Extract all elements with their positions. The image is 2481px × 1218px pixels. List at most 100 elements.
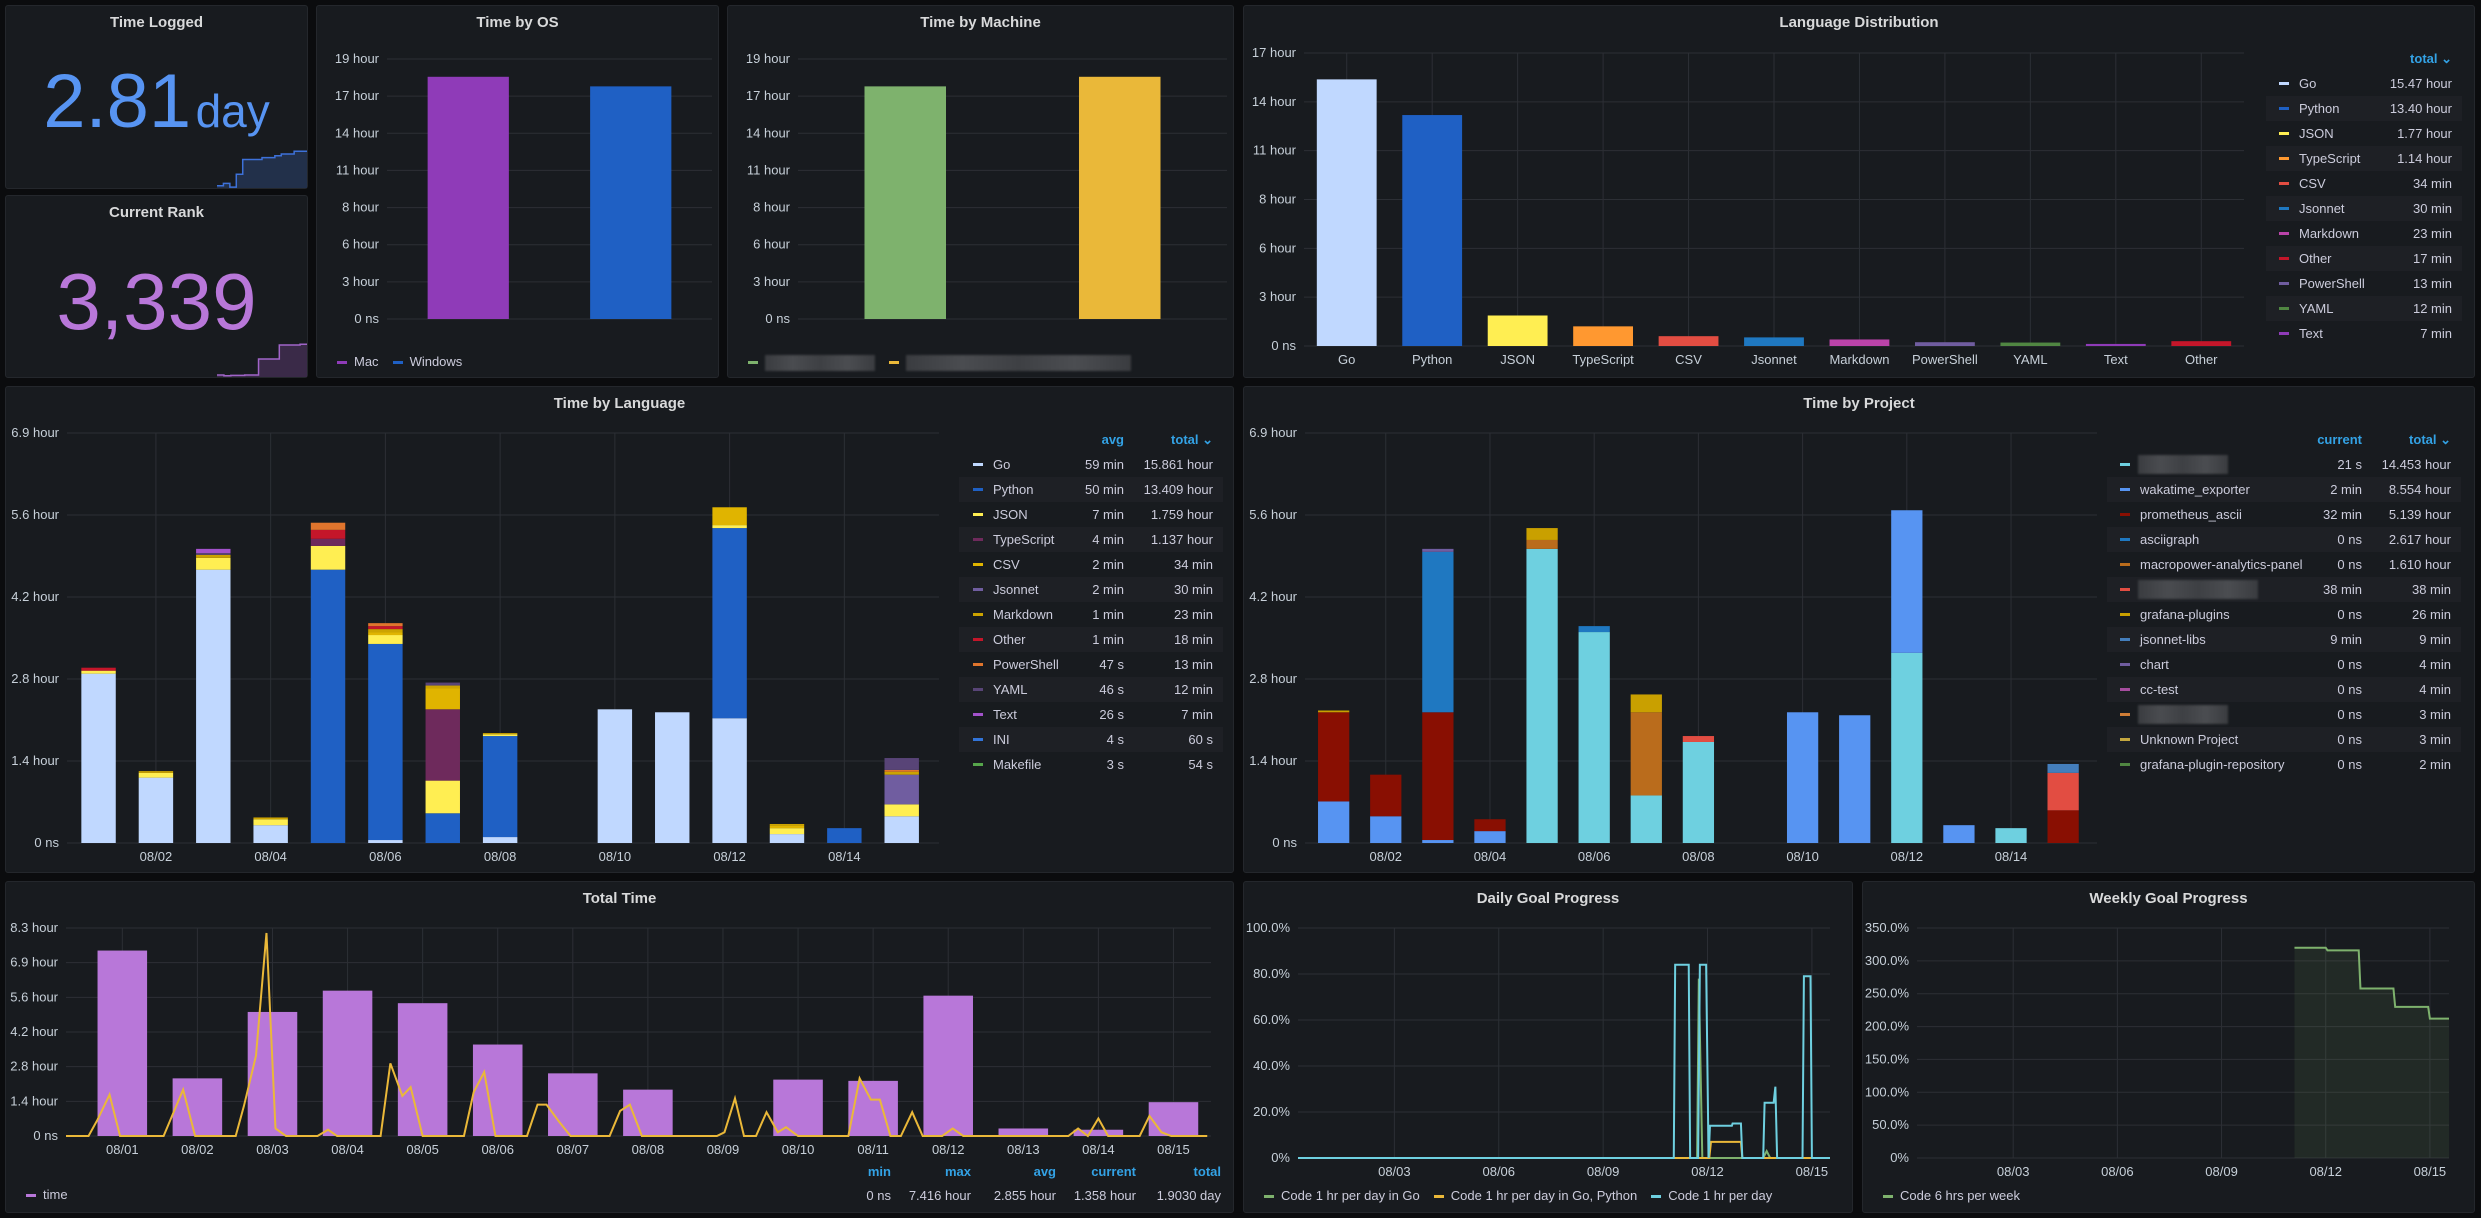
bar-segment[interactable]: [196, 569, 231, 843]
legend-row[interactable]: PowerShell 47 s 13 min: [959, 652, 1223, 677]
bar[interactable]: [322, 990, 373, 1136]
bar-segment[interactable]: [712, 507, 747, 526]
bar-segment[interactable]: [138, 777, 174, 843]
bar-segment[interactable]: [712, 718, 747, 843]
bar-segment[interactable]: [482, 733, 518, 735]
bar-segment[interactable]: [597, 709, 633, 843]
bar-segment[interactable]: [1474, 819, 1506, 832]
bar-segment[interactable]: [368, 643, 403, 841]
legend-row[interactable]: Makefile 3 s 54 s: [959, 752, 1223, 777]
bar[interactable]: [1148, 1102, 1199, 1136]
bar-segment[interactable]: [310, 529, 346, 539]
legend-row[interactable]: 21 s 14.453 hour: [2107, 452, 2461, 477]
bar-segment[interactable]: [1943, 825, 1975, 843]
legend-item-windows[interactable]: Windows: [392, 354, 462, 369]
bar-segment[interactable]: [368, 635, 403, 644]
bar-segment[interactable]: [425, 685, 460, 689]
bar-segment[interactable]: [253, 817, 288, 820]
legend-row[interactable]: Other 17 min: [2266, 246, 2462, 271]
bar[interactable]: [1316, 79, 1377, 347]
bar-segment[interactable]: [712, 525, 747, 529]
legend-row[interactable]: Go 59 min 15.861 hour: [959, 452, 1223, 477]
stat-header-current[interactable]: current: [1091, 1164, 1136, 1179]
legend-row[interactable]: wakatime_exporter 2 min 8.554 hour: [2107, 477, 2461, 502]
bar-segment[interactable]: [1839, 715, 1871, 843]
bar-segment[interactable]: [1370, 816, 1402, 843]
bar-segment[interactable]: [1370, 774, 1402, 817]
bar-segment[interactable]: [368, 623, 403, 627]
bar-segment[interactable]: [1318, 712, 1350, 802]
bar-segment[interactable]: [196, 557, 231, 570]
bar-segment[interactable]: [1578, 626, 1610, 633]
stat-header-min[interactable]: min: [867, 1164, 891, 1179]
bar[interactable]: [1402, 115, 1463, 346]
stat-header-max[interactable]: max: [944, 1164, 971, 1179]
bar-segment[interactable]: [769, 825, 805, 829]
legend-row[interactable]: grafana-plugins 0 ns 26 min: [2107, 602, 2461, 627]
bar-segment[interactable]: [1578, 632, 1610, 843]
bar-segment[interactable]: [1526, 548, 1558, 843]
legend-item[interactable]: Code 1 hr per day in Go, Python: [1433, 1188, 1637, 1203]
bar-segment[interactable]: [425, 682, 460, 686]
legend-row[interactable]: prometheus_ascii 32 min 5.139 hour: [2107, 502, 2461, 527]
bar-segment[interactable]: [884, 816, 919, 843]
legend-row[interactable]: Jsonnet 2 min 30 min: [959, 577, 1223, 602]
legend-row[interactable]: Text 7 min: [2266, 321, 2462, 346]
series-line[interactable]: [1298, 1140, 1830, 1159]
bar[interactable]: [923, 995, 973, 1136]
legend-row[interactable]: Go 15.47 hour: [2266, 71, 2462, 96]
bar[interactable]: [1487, 315, 1548, 346]
bar-segment[interactable]: [1995, 828, 2027, 843]
series-line[interactable]: [2294, 946, 2449, 1020]
bar-segment[interactable]: [1526, 528, 1558, 540]
bar-segment[interactable]: [655, 712, 690, 843]
series-line[interactable]: [66, 932, 1208, 1138]
bar[interactable]: [590, 86, 672, 319]
legend-row[interactable]: CSV 2 min 34 min: [959, 552, 1223, 577]
legend-row[interactable]: JSON 7 min 1.759 hour: [959, 502, 1223, 527]
bar-segment[interactable]: [884, 774, 919, 805]
bar[interactable]: [1829, 339, 1890, 346]
bar-segment[interactable]: [2047, 763, 2079, 773]
legend-row[interactable]: Markdown 23 min: [2266, 221, 2462, 246]
bar-segment[interactable]: [368, 629, 403, 633]
bar[interactable]: [2085, 343, 2146, 346]
bar[interactable]: [864, 86, 947, 319]
stat-header-total[interactable]: total: [1193, 1164, 1221, 1179]
bar-segment[interactable]: [482, 736, 518, 838]
legend-column-header[interactable]: total ⌄: [2410, 51, 2452, 66]
bar-segment[interactable]: [81, 667, 116, 671]
bar-segment[interactable]: [81, 673, 116, 843]
bar[interactable]: [97, 950, 148, 1136]
bar[interactable]: [623, 1089, 673, 1136]
legend-row[interactable]: Markdown 1 min 23 min: [959, 602, 1223, 627]
bar-segment[interactable]: [884, 769, 919, 772]
legend-row[interactable]: macropower-analytics-panel 0 ns 1.610 hour: [2107, 552, 2461, 577]
bar-segment[interactable]: [1630, 712, 1662, 796]
bar-segment[interactable]: [1318, 710, 1350, 713]
bar[interactable]: [2000, 342, 2061, 346]
bar-segment[interactable]: [1474, 831, 1506, 843]
bar[interactable]: [472, 1044, 523, 1136]
bar-segment[interactable]: [310, 545, 346, 570]
bar[interactable]: [427, 76, 509, 319]
legend-row[interactable]: Text 26 s 7 min: [959, 702, 1223, 727]
bar-segment[interactable]: [2047, 810, 2079, 843]
bar-segment[interactable]: [1786, 712, 1819, 843]
legend-row[interactable]: CSV 34 min: [2266, 171, 2462, 196]
series-line[interactable]: [1298, 963, 1830, 1159]
legend-item-mac[interactable]: Mac: [337, 354, 379, 369]
bar[interactable]: [397, 1003, 448, 1136]
bar-segment[interactable]: [425, 813, 460, 843]
bar[interactable]: [1658, 336, 1719, 346]
bar-segment[interactable]: [425, 709, 460, 781]
bar-segment[interactable]: [425, 780, 460, 814]
bar-segment[interactable]: [1891, 510, 1923, 653]
bar[interactable]: [773, 1079, 823, 1136]
bar-segment[interactable]: [712, 528, 747, 719]
legend-column-header[interactable]: current: [2317, 432, 2362, 447]
bar-segment[interactable]: [138, 772, 174, 778]
legend-row[interactable]: 38 min 38 min: [2107, 577, 2461, 602]
bar-segment[interactable]: [1630, 795, 1662, 843]
legend-row[interactable]: grafana-plugin-repository 0 ns 2 min: [2107, 752, 2461, 777]
